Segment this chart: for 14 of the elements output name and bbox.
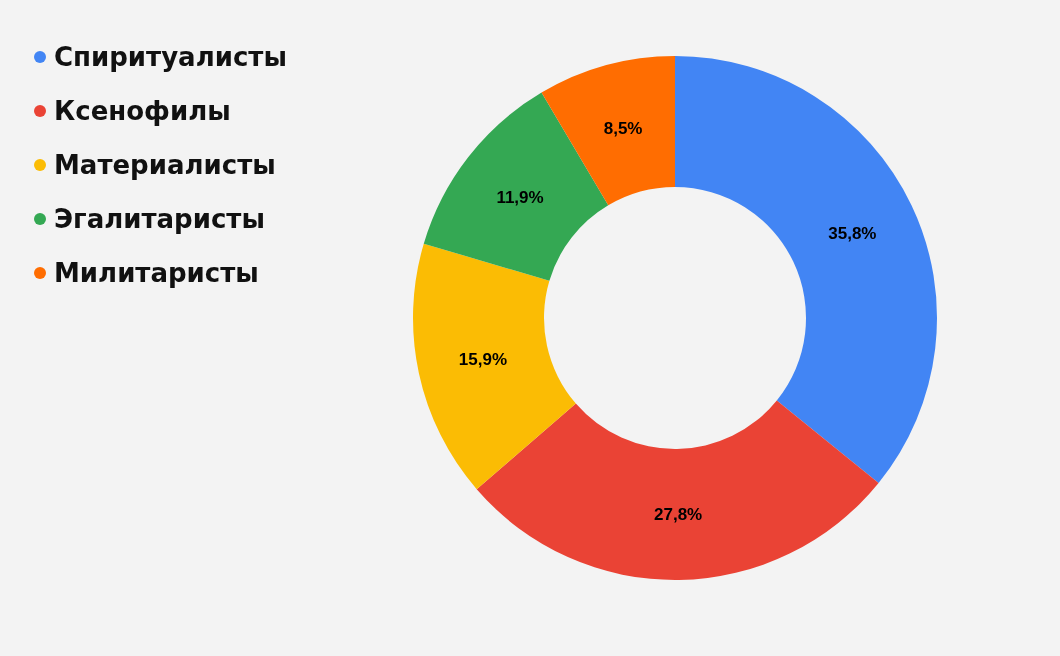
legend-label: Эгалитаристы — [54, 204, 265, 235]
donut-slice — [413, 243, 576, 490]
legend-label: Ксенофилы — [54, 96, 231, 127]
donut-slice — [476, 400, 879, 580]
donut-slice — [675, 56, 937, 483]
donut-slice — [541, 56, 675, 206]
legend-label: Спиритуалисты — [54, 42, 287, 73]
data-label: 15,9% — [458, 350, 508, 370]
data-label: 11,9% — [496, 188, 544, 208]
legend-label: Милитаристы — [54, 258, 259, 289]
legend-label: Материалисты — [54, 150, 276, 181]
data-label: 8,5% — [603, 119, 643, 139]
data-label: 27,8% — [653, 505, 703, 525]
data-label: 35,8% — [828, 224, 877, 244]
